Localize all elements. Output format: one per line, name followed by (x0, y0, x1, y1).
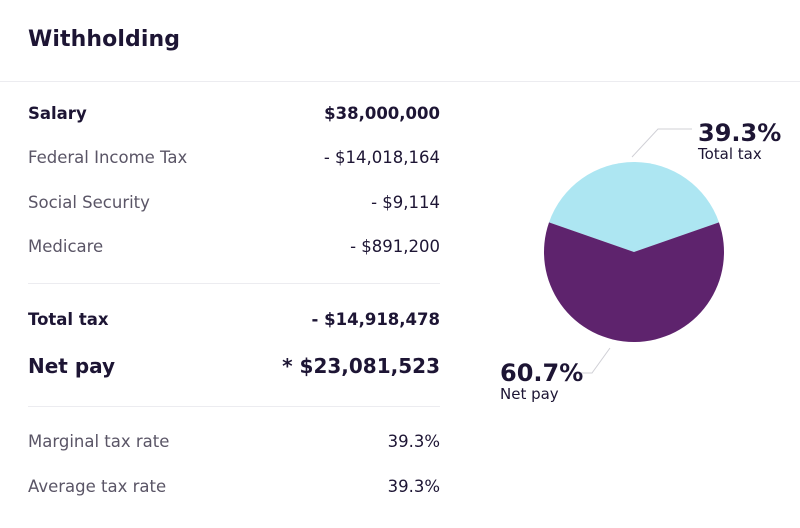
total-tax-row: Total tax - $14,918,478 (28, 310, 440, 329)
net-pay-label: Net pay (28, 354, 116, 378)
total-tax-slice-label: Total tax (697, 145, 762, 163)
tax-pie-chart: 39.3% Total tax 60.7% Net pay (500, 119, 781, 403)
medicare-value: - $891,200 (350, 237, 440, 256)
total-tax-percent: 39.3% (698, 119, 781, 147)
card-header: Withholding (0, 0, 800, 82)
federal-income-tax-value: - $14,018,164 (323, 148, 440, 167)
social-security-value: - $9,114 (371, 193, 440, 212)
salary-value: $38,000,000 (324, 104, 440, 123)
divider (28, 283, 440, 284)
total-tax-label: Total tax (28, 310, 109, 329)
net-pay-slice-label: Net pay (500, 385, 559, 403)
marginal-tax-rate-row: Marginal tax rate 39.3% (28, 432, 440, 451)
pie-slice-total-tax (549, 162, 719, 252)
average-tax-rate-row: Average tax rate 39.3% (28, 477, 440, 496)
net-pay-leader-line (578, 347, 611, 374)
federal-income-tax-row: Federal Income Tax - $14,018,164 (28, 148, 440, 167)
medicare-row: Medicare - $891,200 (28, 237, 440, 256)
marginal-tax-rate-label: Marginal tax rate (28, 432, 170, 451)
average-tax-rate-value: 39.3% (387, 477, 440, 496)
marginal-tax-rate-value: 39.3% (387, 432, 440, 451)
salary-label: Salary (28, 104, 87, 123)
average-tax-rate-label: Average tax rate (28, 477, 167, 496)
total-tax-value: - $14,918,478 (311, 310, 440, 329)
net-pay-value: * $23,081,523 (282, 354, 440, 378)
net-pay-row: Net pay * $23,081,523 (28, 354, 440, 378)
total-tax-leader-line (631, 128, 692, 158)
social-security-row: Social Security - $9,114 (28, 193, 440, 212)
federal-income-tax-label: Federal Income Tax (28, 148, 188, 167)
card-title: Withholding (28, 27, 181, 52)
divider (28, 406, 440, 407)
net-pay-percent: 60.7% (500, 359, 583, 387)
salary-row: Salary $38,000,000 (28, 104, 440, 123)
medicare-label: Medicare (28, 237, 104, 256)
pie-slice-net-pay (544, 222, 724, 343)
social-security-label: Social Security (28, 193, 150, 212)
